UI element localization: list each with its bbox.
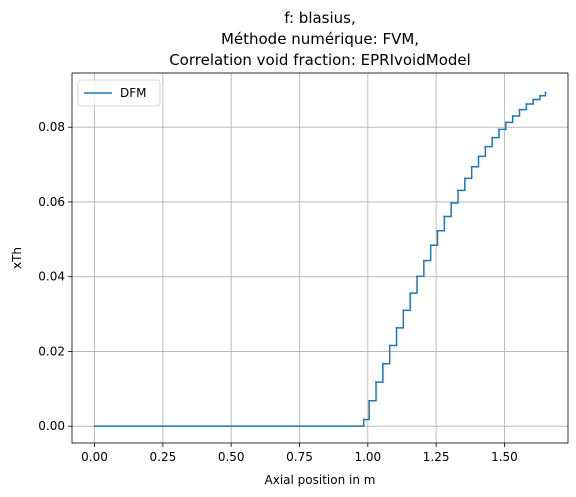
x-tick-label: 0.75 (286, 450, 313, 464)
chart-title-line-1: f: blasius, (284, 9, 356, 27)
data-point (429, 244, 432, 247)
data-point (463, 177, 466, 180)
axis-ticks: 0.00 0.25 0.50 0.75 1.00 1.25 1.50 0.00 0.02 0.04… (38, 120, 518, 464)
x-axis-label: Axial position in m (265, 473, 376, 487)
data-point (409, 292, 412, 295)
data-point (422, 259, 425, 262)
y-tick-label: 0.02 (38, 344, 65, 358)
data-point (484, 145, 487, 148)
legend-label-dfm: DFM (120, 86, 147, 100)
data-point (491, 136, 494, 139)
data-point (498, 128, 500, 131)
data-point (539, 94, 541, 97)
y-axis-label: xTh (10, 247, 24, 269)
data-point (416, 275, 418, 278)
y-tick-label: 0.00 (38, 419, 65, 433)
chart-title: f: blasius, Méthode numérique: FVM, Corr… (169, 9, 471, 69)
legend: DFM (77, 79, 161, 107)
data-point (388, 344, 391, 347)
x-tick-label: 1.25 (423, 450, 450, 464)
data-point (362, 418, 365, 421)
data-point (436, 229, 439, 232)
chart-title-line-2: Méthode numérique: FVM, (221, 30, 419, 48)
data-point (381, 362, 384, 365)
x-tick-label: 1.00 (354, 450, 381, 464)
data-point (518, 108, 521, 111)
y-tick-label: 0.06 (38, 195, 65, 209)
data-point (504, 121, 507, 124)
data-point (450, 202, 453, 204)
y-tick-label: 0.04 (38, 270, 65, 284)
data-point (470, 165, 473, 168)
x-tick-label: 0.50 (218, 450, 245, 464)
plot-series (93, 91, 547, 428)
data-point (375, 381, 377, 383)
series-line-dfm (94, 92, 547, 427)
data-point (395, 326, 398, 329)
data-point (368, 399, 371, 402)
data-point (544, 91, 547, 94)
grid (72, 73, 568, 443)
x-tick-label: 0.25 (150, 450, 177, 464)
x-tick-label: 0.00 (81, 450, 108, 464)
x-tick-label: 1.50 (491, 450, 518, 464)
data-point (443, 215, 446, 218)
plot-frame (71, 72, 569, 444)
y-tick-label: 0.08 (38, 120, 65, 134)
data-point (511, 115, 514, 117)
data-point (457, 189, 459, 192)
data-point (532, 98, 535, 101)
legend-box (77, 79, 161, 107)
data-point (402, 309, 405, 312)
data-point (477, 155, 480, 158)
data-point (525, 103, 528, 105)
chart-title-line-3: Correlation void fraction: EPRIvoidModel (169, 51, 471, 69)
data-point (93, 425, 96, 428)
